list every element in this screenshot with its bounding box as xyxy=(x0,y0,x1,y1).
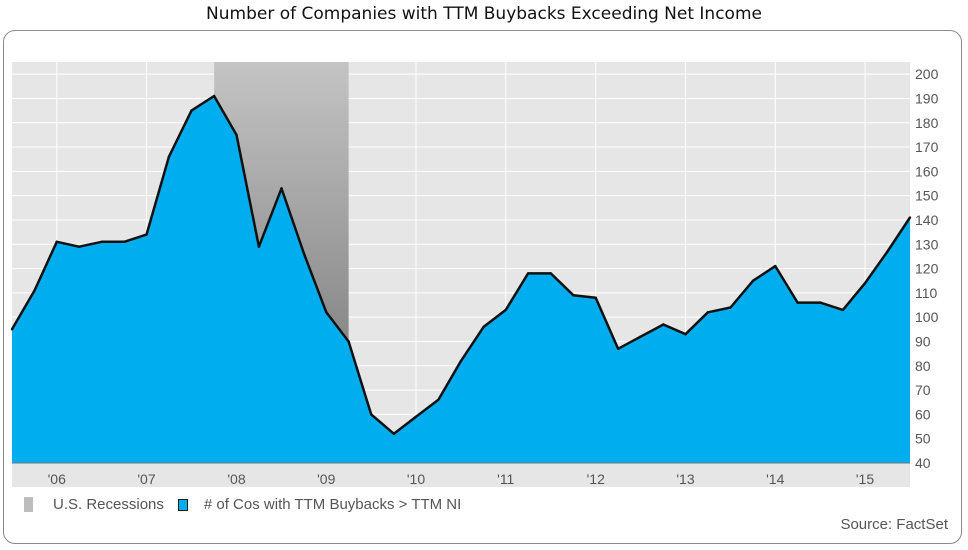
y-tick-label: 60 xyxy=(915,406,931,422)
y-tick-label: 170 xyxy=(915,139,939,155)
data-point xyxy=(729,306,732,309)
data-point xyxy=(886,250,889,253)
data-point xyxy=(145,233,148,236)
data-point xyxy=(572,294,575,297)
y-tick-label: 180 xyxy=(915,115,939,131)
data-point xyxy=(796,301,799,304)
y-tick-label: 190 xyxy=(915,90,939,106)
x-tick-label: '15 xyxy=(856,471,874,487)
recession-swatch xyxy=(24,497,33,512)
legend: U.S. Recessions # of Cos with TTM Buybac… xyxy=(24,496,475,513)
data-point xyxy=(10,328,14,331)
y-tick-label: 120 xyxy=(915,261,939,277)
data-point xyxy=(392,432,396,436)
x-tick-label: '12 xyxy=(587,471,605,487)
data-point xyxy=(235,133,238,137)
data-point xyxy=(684,332,687,336)
data-point xyxy=(302,252,306,256)
legend-item-series: # of Cos with TTM Buybacks > TTM NI xyxy=(177,496,462,513)
y-tick-label: 130 xyxy=(915,236,939,252)
y-tick-label: 160 xyxy=(915,163,939,179)
data-point xyxy=(549,272,552,275)
source-note: Source: FactSet xyxy=(840,516,948,533)
data-point xyxy=(706,311,710,314)
data-point xyxy=(347,340,350,343)
data-point xyxy=(100,240,103,244)
data-point xyxy=(33,289,36,292)
data-point xyxy=(55,240,58,244)
data-point xyxy=(908,216,912,219)
x-tick-label: '14 xyxy=(766,471,784,487)
data-point xyxy=(370,413,373,416)
data-point xyxy=(841,308,845,312)
x-tick-label: '10 xyxy=(407,471,425,487)
data-point xyxy=(325,311,328,314)
data-point xyxy=(280,187,283,190)
y-tick-label: 150 xyxy=(915,188,939,204)
y-axis: 40 50 60 70 80 90 100 110 120 130 140 150 160 170 180 1… xyxy=(915,66,939,471)
x-tick-label: '06 xyxy=(48,471,66,487)
x-tick-label: '09 xyxy=(317,471,335,487)
data-point xyxy=(662,323,665,326)
data-point xyxy=(863,281,867,285)
data-point xyxy=(414,415,418,419)
legend-label-recessions: U.S. Recessions xyxy=(53,496,164,513)
data-point xyxy=(594,296,597,299)
y-tick-label: 70 xyxy=(915,382,931,398)
y-tick-label: 140 xyxy=(915,212,939,228)
legend-item-recessions: U.S. Recessions xyxy=(24,496,164,513)
series-swatch xyxy=(177,498,188,511)
legend-label-series: # of Cos with TTM Buybacks > TTM NI xyxy=(203,496,462,513)
y-tick-label: 90 xyxy=(915,333,931,349)
x-tick-label: '08 xyxy=(227,471,245,487)
y-tick-label: 200 xyxy=(915,66,939,82)
y-tick-label: 50 xyxy=(915,431,931,447)
data-point xyxy=(526,272,530,275)
data-point xyxy=(123,240,126,244)
data-point xyxy=(819,301,822,304)
x-tick-label: '07 xyxy=(137,471,155,487)
data-point xyxy=(190,109,193,112)
chart-title: Number of Companies with TTM Buybacks Ex… xyxy=(206,4,762,24)
data-point xyxy=(212,94,216,98)
data-point xyxy=(774,264,777,268)
data-point xyxy=(77,245,81,248)
data-point xyxy=(504,308,507,312)
series-group xyxy=(10,94,912,463)
data-point xyxy=(437,398,440,402)
data-point xyxy=(167,155,171,158)
data-point xyxy=(257,245,261,248)
y-tick-label: 110 xyxy=(915,285,938,301)
chart-frame xyxy=(3,30,962,544)
series-area xyxy=(12,96,910,463)
data-point xyxy=(459,359,463,363)
data-point xyxy=(751,279,755,282)
y-tick-label: 100 xyxy=(915,309,939,325)
data-point xyxy=(482,325,485,329)
data-point xyxy=(639,335,642,338)
y-tick-label: 80 xyxy=(915,358,931,374)
x-tick-label: '13 xyxy=(676,471,694,487)
x-tick-label: '11 xyxy=(497,471,514,487)
y-tick-label: 40 xyxy=(915,455,931,471)
x-axis: '06 '07 '08 '09 '10 '11 '12 '13 '14 '15 xyxy=(12,462,910,487)
data-point xyxy=(616,347,620,350)
